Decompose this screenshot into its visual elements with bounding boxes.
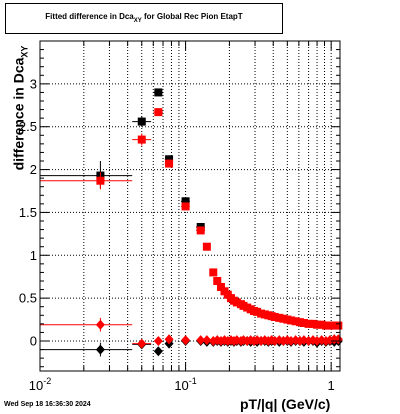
data-point-square — [137, 135, 146, 144]
data-point-diamond — [181, 335, 191, 346]
data-point-square — [196, 226, 205, 235]
data-point-square — [275, 313, 284, 322]
data-point-square — [216, 283, 225, 291]
y-tick-label: 0 — [30, 334, 37, 349]
y-tick-label: 1 — [30, 248, 37, 263]
x-tick-label: 1 — [328, 378, 335, 393]
data-point-square — [181, 202, 190, 211]
data-point-square — [232, 298, 241, 307]
data-point-square — [304, 319, 313, 328]
data-point-diamond — [153, 346, 163, 357]
data-point-square — [287, 316, 296, 325]
data-point-square — [96, 176, 105, 185]
y-tick-label: 0.5 — [19, 291, 37, 306]
data-point-square — [165, 159, 174, 168]
data-point-square — [202, 242, 211, 251]
x-axis-label: pT/|q| (GeV/c) — [240, 396, 331, 412]
data-point-square — [299, 319, 308, 327]
data-point-square — [330, 321, 339, 330]
x-tick-label: 10-1 — [174, 376, 196, 393]
y-axis-label-subscript: XY — [18, 45, 29, 58]
timestamp: Wed Sep 18 16:36:30 2024 — [4, 401, 91, 408]
y-tick-label: 3 — [30, 76, 37, 91]
data-point-diamond — [153, 336, 163, 346]
plot-frame — [39, 40, 341, 372]
data-point-square — [308, 319, 317, 328]
x-tick-label: 10-2 — [29, 376, 51, 393]
data-point-diamond — [95, 319, 105, 330]
y-tick-label: 1.5 — [19, 205, 37, 220]
title-rest: for Global Rec Pion EtapT — [141, 12, 243, 21]
data-point-square — [313, 320, 322, 329]
data-point-square — [213, 277, 222, 285]
data-point-square — [317, 320, 326, 329]
data-point-diamond — [202, 335, 212, 346]
data-point-diamond — [95, 344, 105, 355]
y-tick-label: 2.5 — [19, 119, 37, 134]
data-point-square — [154, 88, 163, 97]
title-box: Fitted difference in DcaXY for Global Re… — [5, 3, 283, 34]
data-point-diamond — [333, 334, 343, 345]
title-subscript: XY — [133, 18, 142, 24]
data-point-square — [165, 155, 174, 164]
data-point-square — [209, 268, 218, 277]
data-marks — [40, 88, 343, 357]
data-point-diamond — [137, 338, 147, 349]
data-point-square — [295, 318, 304, 327]
chart-title: Fitted difference in DcaXY for Global Re… — [6, 12, 282, 24]
data-point-square — [325, 321, 334, 330]
data-point-square — [181, 197, 190, 206]
data-point-square — [137, 117, 146, 126]
data-point-square — [291, 317, 300, 326]
data-point-diamond — [164, 334, 174, 345]
data-point-diamond — [196, 335, 206, 346]
y-axis-label-main: difference in Dca — [9, 57, 26, 171]
y-axis-label: difference in DcaXY — [9, 45, 29, 171]
title-main: Fitted difference in Dca — [45, 12, 134, 21]
data-point-square — [270, 313, 279, 321]
axes: 0 0.5 1 1.5 2 2.5 3 10-2 10-1 1 — [19, 40, 340, 393]
y-tick-label: 2 — [30, 162, 37, 177]
data-point-square — [334, 321, 343, 330]
data-point-square — [154, 108, 163, 117]
